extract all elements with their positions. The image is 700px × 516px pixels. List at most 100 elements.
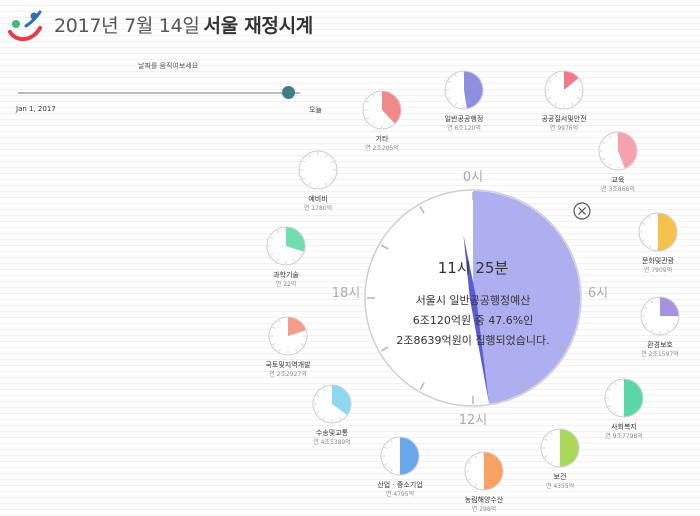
slider-end-label: 오늘 bbox=[309, 106, 322, 114]
category-name: 기타 bbox=[376, 134, 389, 143]
category-clock-fill bbox=[288, 317, 306, 336]
category-clock-tick bbox=[339, 416, 342, 420]
category-clock[interactable]: 보건연 4355억 bbox=[540, 428, 580, 490]
category-clock-fill bbox=[658, 213, 677, 251]
category-clock-tick bbox=[544, 438, 548, 441]
category-clock-tick bbox=[293, 258, 296, 262]
seoul-logo-icon bbox=[8, 10, 42, 41]
category-clock-tick bbox=[390, 440, 393, 444]
category-clock-tick bbox=[554, 74, 557, 78]
slider-handle[interactable] bbox=[282, 86, 296, 99]
category-clock-tick bbox=[322, 388, 325, 392]
main-clock-fill bbox=[473, 190, 581, 404]
close-icon[interactable] bbox=[573, 202, 591, 220]
main-clock: 0시 6시 12시 18시 11시 25분 서울시 일반공공행정예산 6조120… bbox=[332, 170, 608, 428]
category-amount: 연 3조866억 bbox=[601, 185, 635, 193]
category-clock-tick bbox=[325, 182, 328, 186]
category-amount: 연 2조205억 bbox=[365, 144, 399, 152]
category-clock-tick bbox=[322, 416, 325, 420]
clock-desc-line1: 서울시 일반공공행정예산 bbox=[416, 293, 531, 307]
category-name: 교육 bbox=[612, 176, 625, 184]
category-clock-tick bbox=[468, 478, 472, 481]
category-clock-fill bbox=[400, 437, 419, 475]
category-clock-tick bbox=[330, 177, 334, 180]
clock-time: 11시 25분 bbox=[438, 259, 509, 277]
category-clock-tick bbox=[278, 348, 281, 352]
category-clock-tick bbox=[366, 100, 370, 103]
category-clock-tick bbox=[448, 97, 452, 100]
main-clock-tick bbox=[419, 205, 425, 214]
category-amount: 연 2조1597억 bbox=[641, 350, 679, 358]
category-clock-tick bbox=[454, 74, 457, 78]
category-amount: 연 6조120억 bbox=[447, 124, 481, 132]
category-clock-tick bbox=[372, 122, 375, 126]
category-clock-tick bbox=[474, 483, 477, 487]
category-name: 산업 · 중소기업 bbox=[377, 480, 422, 489]
category-clock[interactable]: 교육연 3조866억 bbox=[598, 131, 638, 193]
category-clock[interactable]: 기타연 2조205억 bbox=[362, 90, 402, 152]
header: 2017년 7월 14일 서울 재정시계 bbox=[0, 0, 700, 48]
hour-label-6: 6시 bbox=[588, 286, 608, 301]
category-amount: 연 22억 bbox=[276, 280, 297, 288]
main-clock-hand bbox=[463, 235, 489, 403]
category-clock-tick bbox=[614, 410, 617, 414]
category-clock-tick bbox=[608, 388, 612, 391]
slider-hint: 날짜를 움직여보세요 bbox=[138, 62, 199, 70]
category-clock-tick bbox=[474, 455, 477, 459]
category-clock-tick bbox=[302, 177, 306, 180]
category-clock-tick bbox=[571, 102, 574, 106]
category-clock-tick bbox=[272, 326, 276, 329]
category-clock-tick bbox=[602, 158, 606, 161]
category-clock-tick bbox=[276, 258, 279, 262]
category-clock-tick bbox=[614, 382, 617, 386]
category-clock-tick bbox=[608, 163, 611, 167]
category-clock-fill bbox=[464, 71, 483, 109]
category-clock-tick bbox=[384, 446, 388, 449]
category-clock-tick bbox=[548, 97, 552, 100]
category-amount: 연 7909억 bbox=[644, 266, 672, 274]
category-clock-tick bbox=[650, 328, 653, 332]
clock-desc-line2: 6조120억원 중 47.6%인 bbox=[413, 314, 534, 327]
category-clock-tick bbox=[316, 394, 320, 397]
category-name: 공공질서및안전 bbox=[541, 114, 586, 123]
category-clock-tick bbox=[366, 117, 370, 120]
category-clock-tick bbox=[270, 253, 274, 256]
category-clock-tick bbox=[316, 411, 320, 414]
category-clock-fill bbox=[624, 379, 643, 417]
category-clock-tick bbox=[650, 300, 653, 304]
category-clock-tick bbox=[276, 230, 279, 234]
category-clock-tick bbox=[576, 97, 580, 100]
hour-label-0: 0시 bbox=[463, 170, 483, 185]
category-clock-fill bbox=[564, 71, 579, 90]
category-amount: 연 4조5389억 bbox=[313, 438, 351, 446]
category-clock-face bbox=[298, 150, 338, 190]
category-clock-tick bbox=[648, 244, 651, 248]
category-clock-tick bbox=[554, 102, 557, 106]
category-clock-tick bbox=[608, 405, 612, 408]
category-clock-tick bbox=[644, 323, 648, 326]
category-clock-fill bbox=[618, 132, 637, 169]
category-clock-tick bbox=[372, 94, 375, 98]
date-slider[interactable]: 날짜를 움직여보세요 Jan 1, 2017 오늘 bbox=[0, 55, 340, 125]
category-amount: 연 2조2927억 bbox=[269, 370, 307, 378]
category-clock-tick bbox=[272, 343, 276, 346]
hour-label-12: 12시 bbox=[459, 413, 488, 428]
slider-track[interactable] bbox=[18, 92, 300, 94]
category-clock-tick bbox=[308, 182, 311, 186]
category-name: 수송및교통 bbox=[316, 429, 349, 437]
category-clock-fill bbox=[560, 429, 579, 467]
slider-start-label: Jan 1, 2017 bbox=[16, 105, 56, 113]
